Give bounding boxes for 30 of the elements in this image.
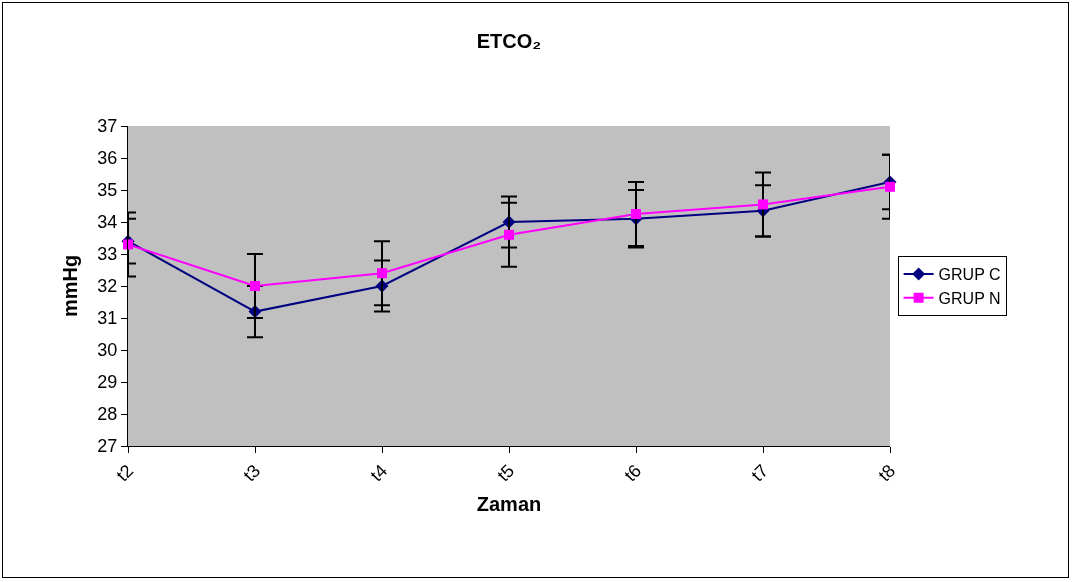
point [758,199,768,210]
y-tick-label: 28 [97,404,118,425]
y-tick-label: 27 [97,436,118,457]
x-tick-label: t5 [493,460,519,486]
x-tick-label: t7 [747,460,773,486]
y-tick-label: 31 [97,308,118,329]
x-tick-label: t8 [874,460,900,486]
point [123,239,133,250]
y-tick-label: 36 [97,148,118,169]
y-tick-label: 34 [97,212,118,233]
y-tick-label: 35 [97,180,118,201]
point [885,181,895,192]
chart-title: ETCO₂ [476,29,542,52]
legend-label: GRUP C [938,266,1001,284]
x-tick-label: t6 [620,460,646,486]
y-tick-label: 32 [97,276,118,297]
legend-label: GRUP N [938,289,1001,307]
x-tick-label: t2 [112,460,138,486]
y-axis-title: mmHg [58,254,81,318]
point [504,229,514,240]
point [377,268,387,279]
x-axis-title: Zaman [476,492,542,515]
y-tick-label: 29 [97,372,118,393]
point [631,209,641,219]
y-tick-label: 30 [97,340,118,361]
point [250,281,260,291]
y-tick-label: 37 [97,116,118,137]
x-tick-label: t4 [366,460,392,486]
x-tick-label: t3 [239,460,265,486]
y-tick-label: 33 [97,244,118,265]
